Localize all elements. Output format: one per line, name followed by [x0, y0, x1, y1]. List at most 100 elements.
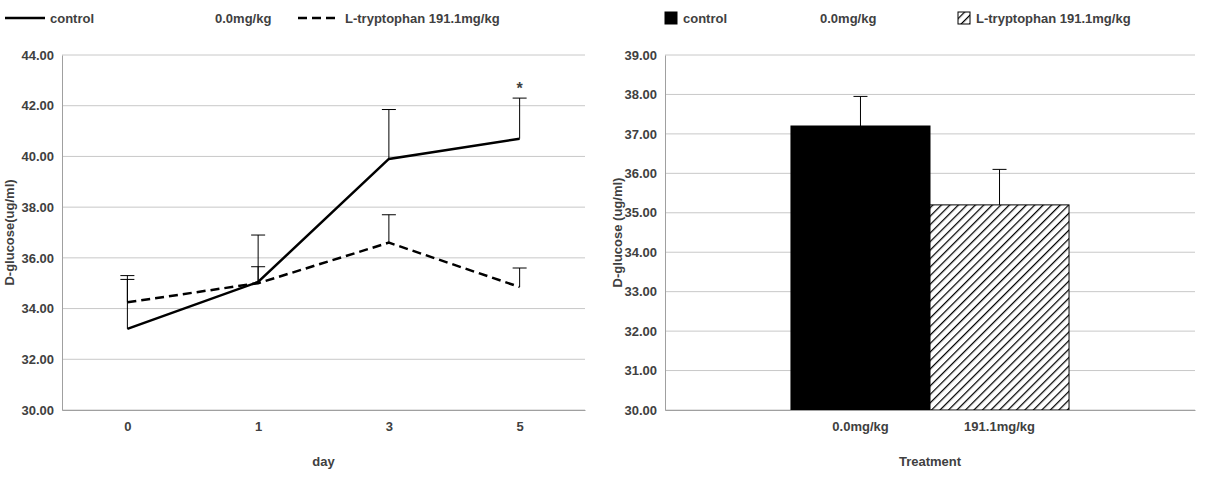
x-tick: 191.1mg/kg — [964, 410, 1035, 434]
y-tick: 38.00 — [21, 200, 62, 215]
error-bar-cap — [513, 268, 527, 269]
y-axis-line — [62, 56, 63, 411]
legend-note: 0.0mg/kg — [820, 11, 876, 26]
error-bar — [513, 268, 527, 287]
error-bar — [382, 215, 396, 243]
bar — [791, 126, 930, 410]
y-tick: 32.00 — [624, 324, 665, 339]
y-axis-title: D-glucose(ug/ml) — [2, 179, 17, 285]
error-bar-cap — [853, 96, 867, 97]
legend-label: L-tryptophan 191.1mg/kg — [345, 11, 500, 26]
error-bar-stem — [999, 169, 1000, 205]
x-tick: 3 — [386, 410, 393, 434]
grid-line — [665, 55, 1195, 56]
error-bar-stem — [127, 276, 128, 329]
error-bar-stem — [127, 279, 128, 302]
grid-line — [62, 257, 585, 258]
y-tick: 35.00 — [624, 205, 665, 220]
error-bar-cap — [251, 266, 265, 267]
y-tick: 36.00 — [624, 166, 665, 181]
y-tick-label: 31.00 — [624, 363, 657, 378]
y-tick-label: 30.00 — [21, 403, 54, 418]
plot-area — [120, 98, 526, 329]
grid-line — [62, 156, 585, 157]
x-axis: 0.0mg/kg 191.1mg/kg — [666, 410, 1196, 434]
error-bar-stem — [860, 96, 861, 126]
y-tick-label: 39.00 — [624, 48, 657, 63]
error-bar — [382, 110, 396, 159]
y-tick: 39.00 — [624, 48, 665, 63]
legend: control L-tryptophan 191.1mg/kg 0.0mg/kg — [665, 11, 1131, 26]
y-tick: 38.00 — [624, 87, 665, 102]
y-tick: 44.00 — [21, 48, 62, 63]
grid-line — [62, 359, 585, 360]
y-tick-label: 34.00 — [624, 245, 657, 260]
grid — [62, 55, 585, 410]
y-axis: 30.00 32.00 34.00 36.00 38.00 40.00 42.00 44.00 — [21, 48, 62, 418]
x-axis-title: Treatment — [899, 454, 962, 469]
x-tick: 1 — [255, 410, 262, 434]
grid-line — [62, 55, 585, 56]
y-tick: 30.00 — [21, 403, 62, 418]
x-tick-label: 5 — [517, 419, 524, 434]
y-tick-label: 32.00 — [624, 324, 657, 339]
y-tick-label: 34.00 — [21, 301, 54, 316]
error-bar-stem — [519, 268, 520, 287]
legend-label: control — [50, 11, 94, 26]
error-bar-cap — [382, 109, 396, 110]
chart: 30.00 32.00 34.00 36.00 38.00 40.00 42.00 44.00… — [2, 11, 586, 469]
x-axis: 0 1 3 5 — [63, 410, 586, 434]
legend-swatch — [665, 12, 677, 24]
legend-swatch — [298, 17, 338, 20]
y-tick: 31.00 — [624, 363, 665, 378]
error-bar-stem — [258, 267, 259, 283]
y-tick-label: 36.00 — [21, 251, 54, 266]
y-tick: 34.00 — [624, 245, 665, 260]
legend-swatch — [958, 12, 970, 24]
annotation: * — [517, 80, 524, 97]
x-tick: 0 — [124, 410, 131, 434]
x-axis-line — [63, 410, 586, 411]
series-line — [127, 139, 519, 329]
plot-area — [791, 96, 1069, 410]
series-line — [127, 243, 519, 303]
grid — [665, 55, 1195, 410]
grid-line — [62, 308, 585, 309]
y-tick: 42.00 — [21, 98, 62, 113]
legend-swatch — [5, 17, 45, 20]
error-bar — [513, 98, 527, 139]
y-tick-label: 44.00 — [21, 48, 54, 63]
legend-label: L-tryptophan 191.1mg/kg — [976, 11, 1131, 26]
y-tick: 37.00 — [624, 127, 665, 142]
x-tick: 5 — [517, 410, 524, 434]
y-tick: 36.00 — [21, 251, 62, 266]
error-bar — [251, 267, 265, 283]
error-bar-cap — [993, 169, 1007, 170]
x-tick-label: 1 — [255, 419, 262, 434]
grid-line — [62, 105, 585, 106]
error-bar-cap — [120, 275, 134, 276]
y-tick: 40.00 — [21, 149, 62, 164]
error-bar-stem — [388, 215, 389, 243]
error-bar — [120, 279, 134, 302]
chart: 30.00 31.00 32.00 33.00 34.00 35.00 36.00 37.00… — [610, 11, 1196, 469]
y-axis: 30.00 31.00 32.00 33.00 34.00 35.00 36.00 37.00… — [624, 48, 665, 418]
y-tick-label: 38.00 — [21, 200, 54, 215]
x-axis-line — [666, 410, 1196, 411]
grid-line — [665, 94, 1195, 95]
y-tick-label: 32.00 — [21, 352, 54, 367]
y-tick-label: 35.00 — [624, 205, 657, 220]
y-tick: 32.00 — [21, 352, 62, 367]
y-tick-label: 30.00 — [624, 403, 657, 418]
error-bar-stem — [519, 98, 520, 139]
y-tick: 34.00 — [21, 301, 62, 316]
x-tick-label: 0 — [124, 419, 131, 434]
grid-line — [62, 207, 585, 208]
error-bar-cap — [382, 214, 396, 215]
y-tick-label: 33.00 — [624, 284, 657, 299]
error-bar-cap — [513, 98, 527, 99]
x-tick-label: 0.0mg/kg — [832, 419, 888, 434]
y-tick-label: 36.00 — [624, 166, 657, 181]
legend-label: control — [683, 11, 727, 26]
x-axis-title: day — [312, 454, 335, 469]
